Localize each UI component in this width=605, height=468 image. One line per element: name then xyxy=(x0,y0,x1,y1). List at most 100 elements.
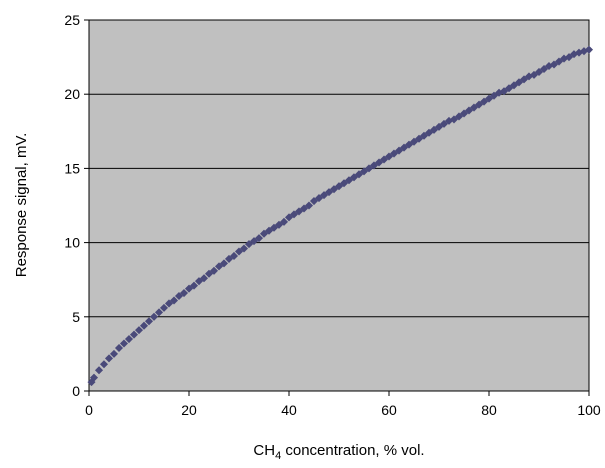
data-point xyxy=(289,210,299,219)
x-tick-label-60: 60 xyxy=(381,402,397,418)
data-point xyxy=(309,197,319,206)
data-point xyxy=(454,112,464,121)
data-point xyxy=(294,207,304,216)
data-point xyxy=(254,234,264,243)
data-point xyxy=(229,251,239,260)
data-point xyxy=(89,373,99,382)
x-tick-label-40: 40 xyxy=(281,402,297,418)
data-point xyxy=(149,312,159,321)
data-point xyxy=(139,321,149,330)
data-point xyxy=(304,201,314,210)
data-point xyxy=(504,84,514,93)
data-point xyxy=(259,229,269,238)
y-tick-label-0: 0 xyxy=(72,383,80,399)
data-point xyxy=(384,152,394,161)
data-point xyxy=(204,269,214,278)
data-point xyxy=(424,128,434,137)
data-point xyxy=(219,259,229,268)
data-point xyxy=(464,106,474,115)
data-point xyxy=(379,155,389,164)
data-point xyxy=(319,191,329,200)
data-point xyxy=(94,366,104,375)
data-point xyxy=(354,170,364,179)
y-tick-label-20: 20 xyxy=(64,86,80,102)
data-point xyxy=(239,244,249,253)
data-point xyxy=(224,254,234,263)
data-point xyxy=(119,339,129,348)
data-point xyxy=(484,94,494,103)
x-axis-label-rest: concentration, % vol. xyxy=(281,442,424,459)
data-point xyxy=(469,103,479,112)
data-point xyxy=(539,64,549,73)
data-point xyxy=(264,226,274,235)
data-point xyxy=(104,354,114,363)
axes xyxy=(84,19,590,396)
data-point xyxy=(389,149,399,158)
x-axis-label: CH4 concentration, % vol. xyxy=(253,442,424,462)
data-point xyxy=(99,360,109,369)
data-point xyxy=(134,326,144,335)
gridlines xyxy=(89,93,589,318)
data-point xyxy=(439,119,449,128)
data-point xyxy=(249,237,259,246)
data-point xyxy=(329,185,339,194)
data-point xyxy=(334,182,344,191)
data-point xyxy=(194,277,204,286)
data-point xyxy=(109,349,119,358)
data-point xyxy=(519,75,529,84)
data-point xyxy=(369,161,379,170)
data-point xyxy=(114,343,124,352)
data-point xyxy=(269,223,279,232)
data-point xyxy=(144,317,154,326)
data-point xyxy=(534,67,544,76)
data-point xyxy=(214,262,224,271)
y-tick-label-10: 10 xyxy=(64,235,80,251)
y-tick-label-15: 15 xyxy=(64,160,80,176)
y-tick-label-25: 25 xyxy=(64,12,80,28)
x-tick-label-100: 100 xyxy=(577,402,601,418)
data-point xyxy=(174,291,184,301)
data-point xyxy=(164,299,174,308)
data-point xyxy=(344,176,354,185)
data-point xyxy=(179,289,189,298)
data-point xyxy=(299,204,309,213)
data-point xyxy=(459,109,469,118)
data-point xyxy=(474,100,484,109)
data-point xyxy=(374,158,384,167)
data-point xyxy=(124,335,134,344)
data-point xyxy=(434,122,444,131)
data-point xyxy=(314,194,324,203)
data-point xyxy=(479,97,489,106)
data-point xyxy=(339,179,349,188)
data-point xyxy=(429,125,439,134)
data-point xyxy=(364,164,374,173)
data-point xyxy=(414,134,424,143)
data-point xyxy=(509,81,519,90)
y-axis-label: Response signal, mV. xyxy=(13,133,30,278)
data-point xyxy=(189,281,199,290)
data-point xyxy=(549,60,559,69)
data-point xyxy=(209,266,219,275)
data-point xyxy=(404,140,414,149)
data-point xyxy=(489,91,499,100)
data-point xyxy=(154,308,164,317)
data-point xyxy=(169,296,179,305)
data-point xyxy=(274,220,284,229)
plot-area xyxy=(88,19,590,392)
data-point xyxy=(324,188,334,197)
data-point xyxy=(349,173,359,182)
x-tick-label-80: 80 xyxy=(481,402,497,418)
data-point xyxy=(449,115,459,124)
x-axis-label-subscript: 4 xyxy=(275,450,281,462)
data-point xyxy=(284,213,294,222)
data-point xyxy=(564,53,574,62)
data-point xyxy=(499,87,509,96)
data-point xyxy=(279,217,289,226)
data-point xyxy=(399,143,409,152)
x-tick-label-0: 0 xyxy=(85,402,93,418)
data-point xyxy=(129,330,139,339)
data-point xyxy=(199,274,209,283)
data-point xyxy=(234,247,244,256)
tick-labels: 0 5 10 15 20 25 0 20 40 60 80 100 xyxy=(64,12,600,418)
data-point xyxy=(584,45,594,54)
